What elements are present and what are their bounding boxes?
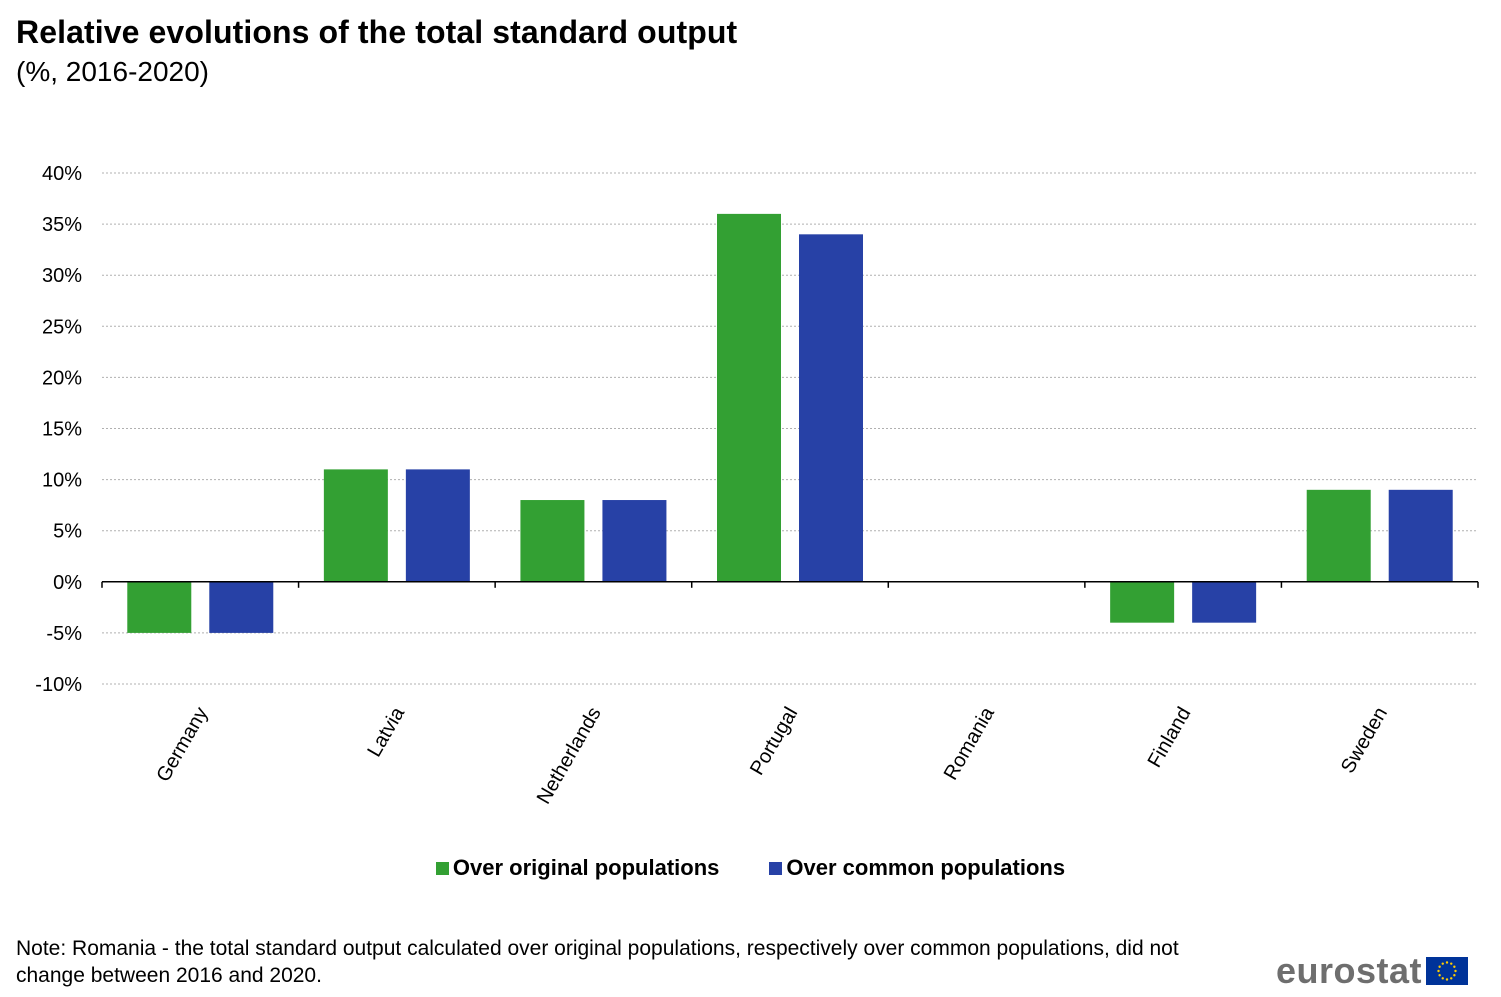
chart-title: Relative evolutions of the total standar…: [16, 14, 738, 50]
eu-flag-icon: [1426, 957, 1469, 985]
x-tick-label: Portugal: [746, 704, 802, 780]
eurostat-logo-text: eurostat: [1276, 950, 1423, 991]
y-tick-label: 0%: [53, 572, 82, 594]
legend-item-original: Over original populations: [435, 855, 720, 881]
gridlines: [102, 172, 1478, 685]
x-tick-label: Latvia: [363, 703, 409, 761]
y-tick-label: 40%: [42, 163, 82, 185]
bar-original-netherlands: [520, 500, 585, 582]
legend-swatch-common: [769, 861, 783, 875]
bar-common-portugal: [799, 234, 863, 582]
y-tick-label: 30%: [42, 265, 82, 287]
bar-original-finland: [1110, 581, 1175, 623]
x-axis-tick-labels: Germany Latvia Netherlands Portugal Romania F…: [152, 703, 1392, 808]
bar-original-germany: [127, 581, 192, 633]
y-tick-label: -10%: [35, 674, 82, 696]
y-tick-label: 15%: [42, 419, 82, 441]
footnote: Note: Romania - the total standard outpu…: [16, 937, 1179, 987]
bar-common-sweden: [1388, 489, 1453, 582]
legend-label-original: Over original populations: [452, 855, 720, 880]
legend: Over original populations Over common po…: [0, 855, 1501, 881]
bar-common-germany: [209, 581, 274, 633]
y-tick-label: 10%: [42, 470, 82, 492]
bars: [127, 213, 1453, 633]
bar-chart: -10% -5% 0% 5% 10% 15% 20% 25% 30% 35% 40% Germany…: [35, 163, 1479, 808]
eurostat-logo: eurostat: [1276, 950, 1469, 992]
y-tick-label: 5%: [53, 521, 82, 543]
y-tick-label: -5%: [46, 623, 82, 645]
x-tick-label: Netherlands: [533, 704, 606, 808]
bar-original-sweden: [1306, 489, 1371, 582]
x-tick-label: Finland: [1144, 704, 1196, 772]
legend-swatch-original: [435, 861, 449, 875]
bar-common-finland: [1192, 581, 1257, 623]
bar-original-latvia: [323, 469, 388, 582]
legend-label-common: Over common populations: [786, 855, 1066, 880]
y-tick-label: 20%: [42, 367, 82, 389]
bar-original-portugal: [717, 213, 781, 582]
y-tick-label: 35%: [42, 214, 82, 236]
legend-item-common: Over common populations: [769, 855, 1065, 881]
y-axis-tick-labels: -10% -5% 0% 5% 10% 15% 20% 25% 30% 35% 40%: [35, 163, 82, 696]
chart-subtitle: (%, 2016-2020): [16, 56, 210, 87]
bar-common-netherlands: [602, 500, 667, 582]
x-axis: [101, 581, 1479, 588]
x-tick-label: Sweden: [1337, 704, 1392, 778]
bar-common-latvia: [405, 469, 470, 582]
x-tick-label: Germany: [152, 704, 212, 786]
y-tick-label: 25%: [42, 316, 82, 338]
x-tick-label: Romania: [940, 703, 1000, 784]
